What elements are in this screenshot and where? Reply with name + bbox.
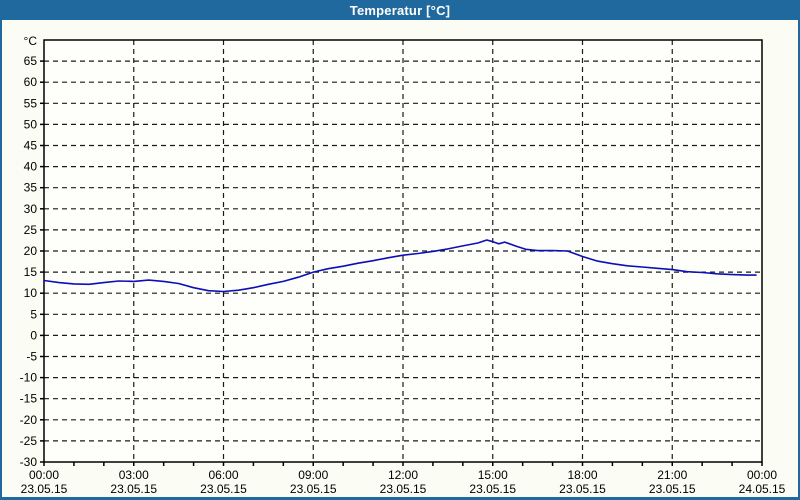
x-tick-date-label: 23.05.15 xyxy=(21,482,68,496)
y-tick-label: 50 xyxy=(24,117,38,131)
chart-panel: -30 -25 -20 -15 -10 -5 0 5 10 15 20 25 30 35 40 45 50 55 6… xyxy=(0,20,800,500)
y-tick-label: 25 xyxy=(24,223,38,237)
y-tick-label: -10 xyxy=(20,371,38,385)
x-tick-time-label: 21:00 xyxy=(657,468,687,482)
title-bar[interactable]: Temperatur [°C] xyxy=(0,0,800,20)
x-tick-time-label: 00:00 xyxy=(29,468,59,482)
x-tick-date-label: 23.05.15 xyxy=(200,482,247,496)
x-tick-time-label: 03:00 xyxy=(119,468,149,482)
x-tick-date-label: 23.05.15 xyxy=(469,482,516,496)
y-tick-label: 35 xyxy=(24,181,38,195)
y-tick-label: 10 xyxy=(24,286,38,300)
x-tick-time-label: 00:00 xyxy=(747,468,777,482)
y-tick-label: 0 xyxy=(30,328,37,342)
y-tick-label: -25 xyxy=(20,434,38,448)
y-tick-label: 45 xyxy=(24,139,38,153)
y-tick-label: 40 xyxy=(24,160,38,174)
y-tick-label: -30 xyxy=(20,455,38,469)
x-tick-time-label: 06:00 xyxy=(208,468,238,482)
y-tick-label: 55 xyxy=(24,96,38,110)
x-tick-date-label: 23.05.15 xyxy=(559,482,606,496)
y-tick-label: 15 xyxy=(24,265,38,279)
x-tick-time-label: 15:00 xyxy=(478,468,508,482)
x-tick-date-label: 23.05.15 xyxy=(290,482,337,496)
y-tick-label: 30 xyxy=(24,202,38,216)
y-tick-label: -15 xyxy=(20,392,38,406)
x-tick-date-label: 23.05.15 xyxy=(380,482,427,496)
x-tick-time-label: 12:00 xyxy=(388,468,418,482)
y-tick-label: -20 xyxy=(20,413,38,427)
y-tick-label: 5 xyxy=(30,307,37,321)
x-tick-date-label: 24.05.15 xyxy=(739,482,786,496)
y-axis-unit-label: °C xyxy=(24,34,38,48)
x-tick-time-label: 18:00 xyxy=(567,468,597,482)
y-tick-label: 60 xyxy=(24,75,38,89)
x-tick-date-label: 23.05.15 xyxy=(649,482,696,496)
window-title: Temperatur [°C] xyxy=(349,2,451,18)
plot-svg: -30 -25 -20 -15 -10 -5 0 5 10 15 20 25 30 35 40 45 50 55 6… xyxy=(20,34,786,496)
temperature-line xyxy=(43,239,757,293)
y-tick-label: 20 xyxy=(24,244,38,258)
x-tick-date-label: 23.05.15 xyxy=(110,482,157,496)
x-tick-time-label: 09:00 xyxy=(298,468,328,482)
y-tick-label: 65 xyxy=(24,54,38,68)
y-tick-label: -5 xyxy=(26,350,37,364)
